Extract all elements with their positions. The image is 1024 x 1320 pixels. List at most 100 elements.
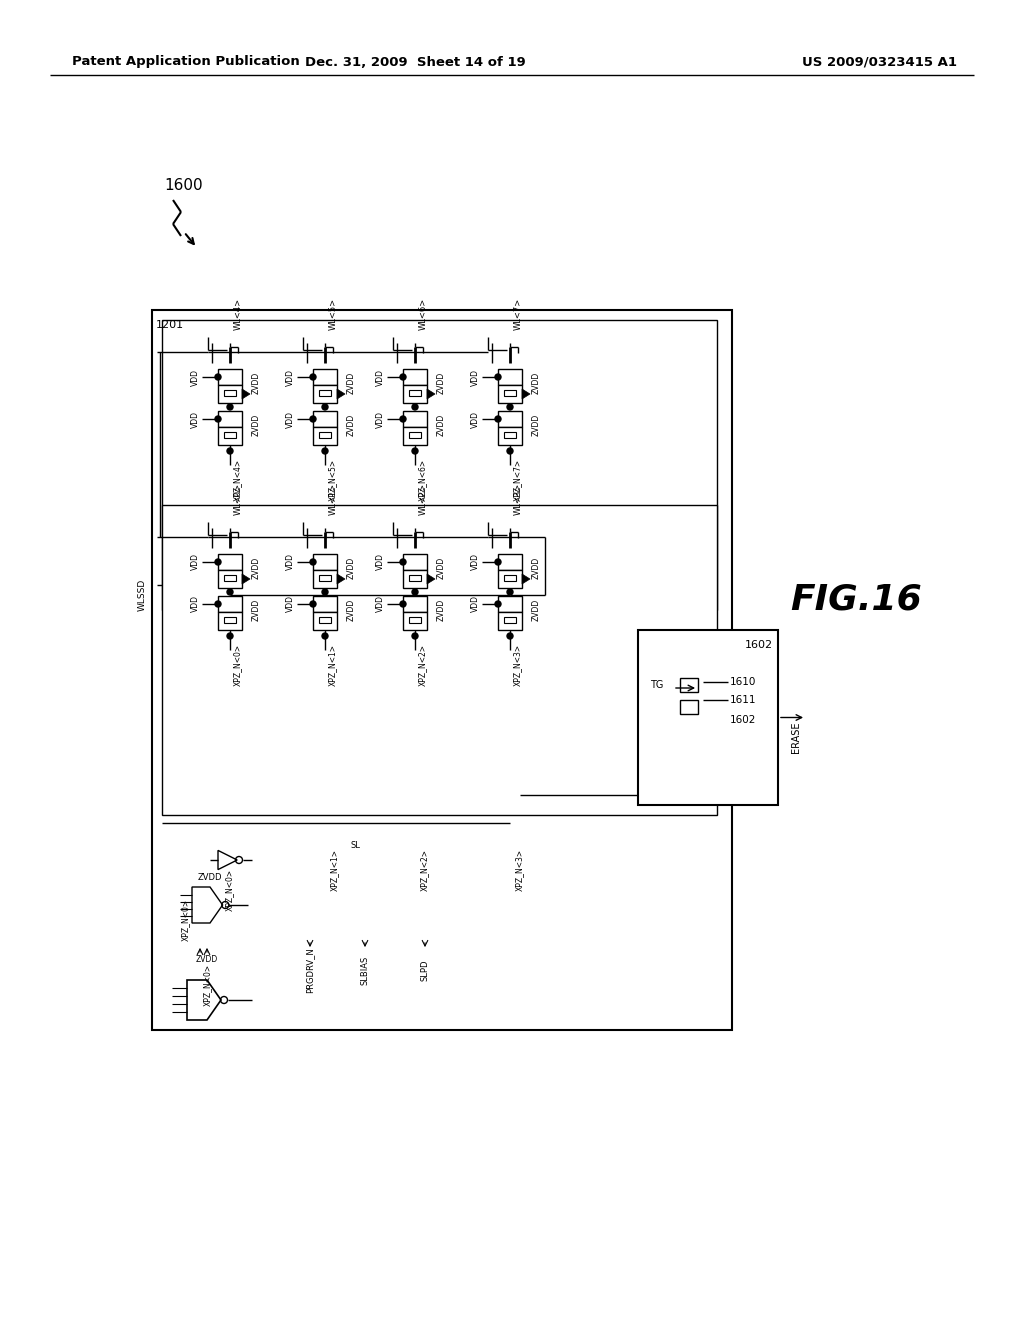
Bar [218, 411, 242, 426]
Circle shape [215, 558, 221, 565]
Bar [409, 389, 421, 396]
Bar [504, 576, 516, 581]
Bar [680, 700, 698, 714]
Polygon shape [337, 574, 345, 583]
Bar [218, 554, 242, 570]
Bar [403, 570, 427, 587]
Text: VDD: VDD [471, 368, 480, 385]
Bar [313, 426, 337, 445]
Text: ZVDD: ZVDD [532, 599, 541, 622]
Circle shape [322, 447, 328, 454]
Circle shape [495, 558, 501, 565]
Circle shape [215, 374, 221, 380]
Bar [224, 616, 236, 623]
Text: ZVDD: ZVDD [437, 372, 446, 395]
Circle shape [400, 374, 406, 380]
Circle shape [507, 634, 513, 639]
Bar [218, 570, 242, 587]
Text: WL<3>: WL<3> [514, 483, 523, 515]
Text: 1611: 1611 [730, 696, 757, 705]
Text: ZVDD: ZVDD [252, 599, 261, 622]
Polygon shape [242, 574, 250, 583]
Text: 1610: 1610 [730, 677, 757, 686]
Text: SLBIAS: SLBIAS [360, 956, 370, 985]
Bar [409, 616, 421, 623]
Bar [218, 612, 242, 630]
Text: ZVDD: ZVDD [532, 372, 541, 395]
Text: ZVDD: ZVDD [347, 414, 356, 436]
Text: WL<6>: WL<6> [419, 298, 428, 330]
Text: ERASE: ERASE [791, 722, 801, 754]
Circle shape [495, 416, 501, 422]
Bar [162, 506, 717, 814]
Bar [498, 426, 522, 445]
Bar [218, 385, 242, 403]
Bar [218, 597, 242, 612]
Bar [403, 612, 427, 630]
Text: ZVDD: ZVDD [347, 599, 356, 622]
Circle shape [400, 416, 406, 422]
Bar [680, 678, 698, 692]
Text: ZVDD: ZVDD [532, 414, 541, 436]
Text: VDD: VDD [191, 411, 200, 428]
Text: VDD: VDD [471, 553, 480, 570]
Text: WLSSD: WLSSD [138, 579, 147, 611]
Circle shape [400, 558, 406, 565]
Text: ZVDD: ZVDD [532, 557, 541, 579]
Text: WL<7>: WL<7> [514, 298, 523, 330]
Text: 1602: 1602 [744, 640, 773, 649]
Text: WL<2>: WL<2> [419, 483, 428, 515]
Text: VDD: VDD [191, 553, 200, 570]
Polygon shape [337, 389, 345, 399]
Text: XPZ_N<1>: XPZ_N<1> [328, 644, 337, 686]
Bar [498, 554, 522, 570]
Text: VDD: VDD [471, 595, 480, 612]
Bar [313, 554, 337, 570]
Text: VDD: VDD [376, 368, 385, 385]
Text: ZVDD: ZVDD [347, 372, 356, 395]
Text: VDD: VDD [376, 595, 385, 612]
Circle shape [507, 447, 513, 454]
Text: VDD: VDD [471, 411, 480, 428]
Circle shape [322, 589, 328, 595]
Circle shape [322, 634, 328, 639]
Text: XPZ_N<2>: XPZ_N<2> [418, 644, 427, 686]
Text: WL<0>: WL<0> [234, 483, 243, 515]
Bar [224, 389, 236, 396]
Bar [313, 411, 337, 426]
Bar [498, 612, 522, 630]
Text: ZVDD: ZVDD [437, 414, 446, 436]
Text: XPZ_N<3>: XPZ_N<3> [515, 849, 524, 891]
Bar [319, 576, 331, 581]
Text: WL<4>: WL<4> [234, 298, 243, 330]
Bar [218, 426, 242, 445]
Text: TG: TG [650, 680, 664, 690]
Bar [409, 576, 421, 581]
Text: SL: SL [350, 841, 360, 850]
Circle shape [215, 416, 221, 422]
Text: ZVDD: ZVDD [347, 557, 356, 579]
Bar [313, 370, 337, 385]
Circle shape [507, 589, 513, 595]
Text: WL<5>: WL<5> [329, 298, 338, 330]
Text: PRGDRV_N: PRGDRV_N [305, 948, 314, 993]
Circle shape [495, 374, 501, 380]
Text: XPZ_N<2>: XPZ_N<2> [420, 849, 429, 891]
Bar [313, 612, 337, 630]
Bar [403, 385, 427, 403]
Bar [638, 630, 778, 805]
Text: VDD: VDD [286, 411, 295, 428]
Polygon shape [427, 574, 435, 583]
Text: XPZ_N<0>: XPZ_N<0> [233, 644, 242, 686]
Bar [504, 616, 516, 623]
Bar [498, 411, 522, 426]
Text: XPZ_N<7>: XPZ_N<7> [513, 459, 522, 502]
Bar [403, 370, 427, 385]
Bar [313, 597, 337, 612]
Text: 1201: 1201 [156, 319, 184, 330]
Circle shape [310, 416, 316, 422]
Text: WL<1>: WL<1> [329, 483, 338, 515]
Bar [403, 597, 427, 612]
Polygon shape [522, 574, 530, 583]
Text: 1602: 1602 [730, 715, 757, 725]
